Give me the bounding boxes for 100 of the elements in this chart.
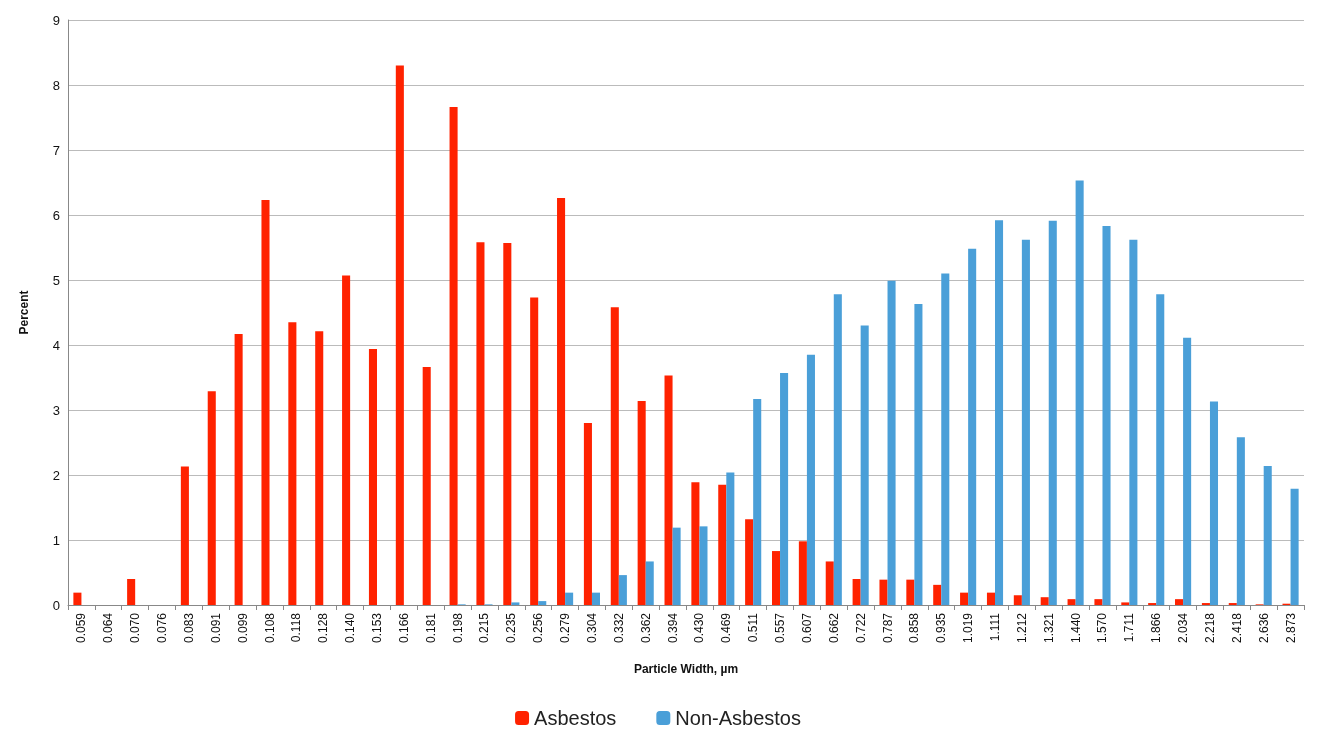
x-tick-label: 1.440 — [1068, 612, 1083, 644]
x-tick-label: 0.304 — [584, 612, 599, 644]
bar — [1209, 401, 1219, 605]
bar — [1013, 595, 1022, 605]
bar — [565, 592, 574, 605]
bar — [852, 579, 861, 605]
bar — [1129, 239, 1138, 605]
bar — [618, 575, 627, 605]
x-tick-label: 0.430 — [692, 612, 707, 644]
y-tick-label: 9 — [52, 12, 60, 28]
x-tick-label: 0.108 — [262, 612, 277, 644]
x-tick-label: 0.128 — [316, 612, 331, 644]
x-tick-label: 1.019 — [961, 612, 976, 644]
bar — [745, 519, 754, 605]
bar — [960, 592, 969, 605]
bar — [771, 551, 781, 605]
bar — [718, 484, 727, 605]
bar — [1075, 180, 1084, 605]
x-tick-label: 2.034 — [1176, 612, 1191, 644]
bar — [806, 354, 815, 605]
bar — [538, 601, 547, 605]
bar — [833, 294, 842, 605]
bar — [672, 527, 681, 605]
bar — [1175, 599, 1184, 605]
bar — [933, 584, 942, 605]
x-tick-label: 0.787 — [880, 612, 895, 644]
y-tick-label: 1 — [52, 532, 60, 548]
x-tick-label: 0.858 — [907, 612, 922, 644]
x-axis-title: Particle Width, µm — [633, 662, 739, 676]
bar — [906, 579, 915, 605]
bar — [887, 280, 896, 605]
x-tick-label: 0.935 — [934, 612, 949, 644]
bar — [1067, 599, 1076, 605]
x-tick-label: 0.511 — [746, 612, 761, 643]
y-tick-label: 2 — [52, 467, 60, 483]
x-tick-label: 1.212 — [1014, 612, 1029, 644]
bar — [1236, 437, 1245, 605]
bar — [476, 242, 485, 605]
x-tick-label: 2.218 — [1202, 612, 1217, 644]
x-tick-label: 2.873 — [1283, 612, 1298, 644]
bar — [207, 391, 216, 605]
bar — [73, 592, 82, 605]
bar — [342, 275, 351, 605]
bar — [1263, 465, 1272, 605]
y-tick-label: 6 — [52, 207, 60, 223]
bar — [691, 482, 700, 605]
bar — [968, 248, 977, 605]
bar — [591, 592, 601, 605]
y-tick-label: 5 — [52, 272, 60, 288]
bar — [860, 325, 869, 605]
x-tick-label: 0.076 — [155, 612, 170, 644]
x-tick-label: 1.570 — [1095, 612, 1110, 644]
x-tick-label: 0.362 — [638, 612, 653, 644]
x-tick-label: 1.711 — [1122, 612, 1137, 643]
x-tick-label: 0.235 — [504, 612, 519, 644]
y-tick-label: 3 — [52, 402, 60, 418]
x-tick-label: 0.140 — [343, 612, 358, 644]
bar — [1183, 337, 1192, 605]
bar — [583, 423, 592, 605]
bar — [879, 579, 888, 605]
bar — [261, 200, 270, 605]
x-tick-label: 0.083 — [181, 612, 196, 644]
bar — [1156, 294, 1165, 605]
bar — [1094, 599, 1103, 605]
legend-label: Asbestos — [534, 707, 617, 729]
x-tick-label: 0.059 — [74, 612, 89, 644]
bar — [645, 561, 654, 605]
x-tick-label: 0.070 — [128, 612, 143, 644]
x-tick-label: 0.332 — [611, 612, 626, 644]
bar — [1290, 488, 1299, 605]
x-tick-label: 0.469 — [719, 612, 734, 644]
x-tick-label: 0.607 — [799, 612, 814, 644]
y-tick-label: 0 — [52, 597, 60, 613]
bar — [511, 602, 520, 605]
bar — [699, 526, 708, 605]
bar — [637, 400, 646, 605]
bar — [798, 541, 807, 605]
bar — [825, 561, 834, 605]
bar — [986, 592, 995, 605]
x-tick-label: 0.064 — [101, 612, 116, 644]
bar — [530, 297, 539, 605]
x-tick-label: 1.321 — [1041, 612, 1056, 644]
bar — [557, 198, 566, 605]
x-tick-label: 2.418 — [1229, 612, 1244, 644]
y-axis-title: Percent — [17, 290, 31, 335]
bar — [753, 398, 762, 605]
bar — [449, 107, 458, 605]
bar — [1102, 226, 1111, 605]
y-tick-label: 8 — [52, 77, 60, 93]
bar — [610, 307, 619, 605]
bar — [503, 242, 512, 605]
bar — [180, 466, 189, 605]
bar — [127, 579, 136, 605]
x-tick-label: 0.722 — [853, 612, 868, 644]
x-tick-label: 0.091 — [208, 612, 223, 644]
bar — [664, 375, 673, 605]
bar — [395, 65, 404, 605]
bar — [368, 348, 377, 605]
x-tick-label: 0.118 — [289, 612, 304, 643]
x-tick-label: 0.279 — [558, 612, 573, 644]
